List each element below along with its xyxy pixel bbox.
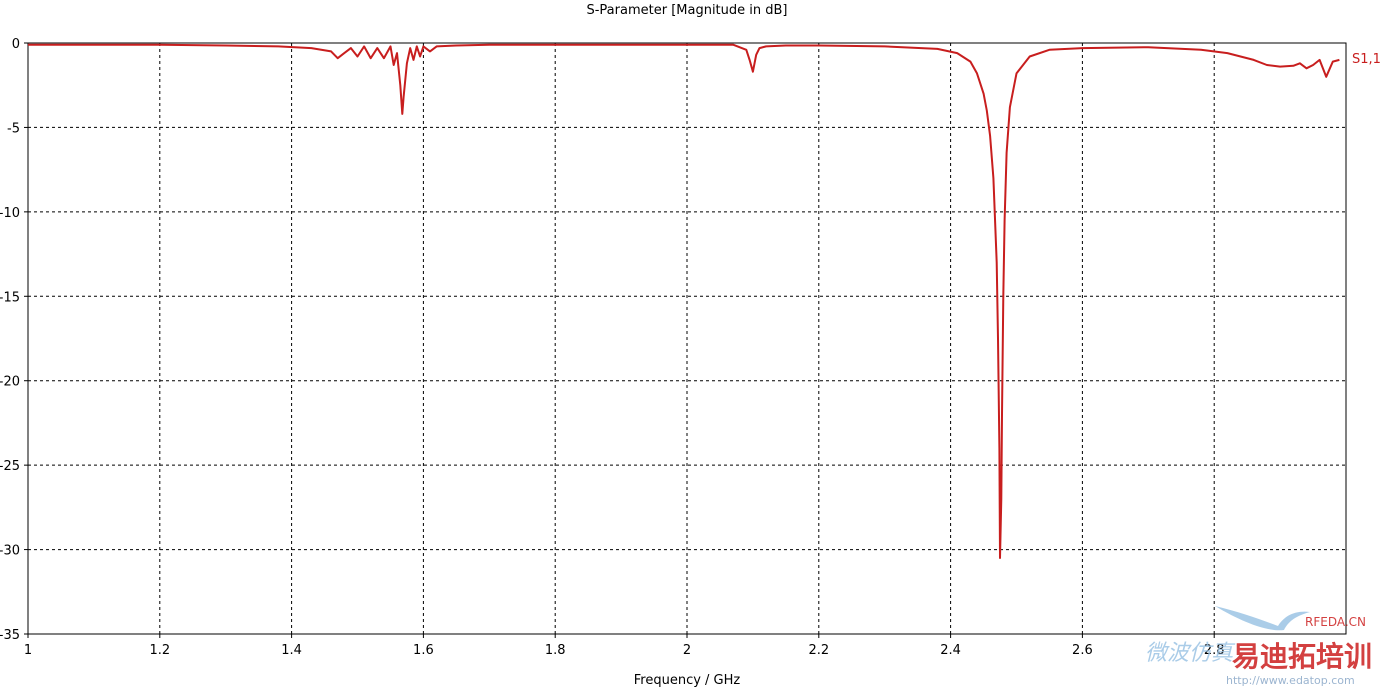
tick-marks xyxy=(24,42,1215,638)
grid-lines xyxy=(28,43,1346,634)
x-tick-label: 2.8 xyxy=(1204,643,1225,658)
x-tick-label: 1.6 xyxy=(413,643,434,658)
bird-logo-icon xyxy=(1215,606,1310,631)
watermark-url: http://www.edatop.com xyxy=(1226,674,1355,687)
x-axis-label: Frequency / GHz xyxy=(634,673,741,688)
watermark-main: 易迪拓培训 xyxy=(1232,640,1372,673)
x-tick-label: 1.4 xyxy=(281,643,302,658)
y-tick-label: -20 xyxy=(0,375,20,390)
watermark-brand: RFEDA.CN xyxy=(1305,615,1366,629)
legend-label: S1,1 xyxy=(1352,52,1381,67)
y-tick-label: 0 xyxy=(12,37,20,52)
x-tick-label: 2.6 xyxy=(1072,643,1093,658)
x-tick-labels: 1 1.2 1.4 1.6 1.8 2 2.2 2.4 2.6 2.8 xyxy=(24,643,1225,658)
y-tick-label: -25 xyxy=(0,459,20,474)
y-tick-label: -5 xyxy=(7,121,20,136)
y-tick-label: -10 xyxy=(0,206,20,221)
y-tick-label: -30 xyxy=(0,544,20,559)
watermark-script: 微波仿真 xyxy=(1145,641,1236,666)
x-tick-label: 1.8 xyxy=(545,643,566,658)
x-tick-label: 1.2 xyxy=(149,643,170,658)
chart-title: S-Parameter [Magnitude in dB] xyxy=(586,3,787,18)
x-tick-label: 2 xyxy=(683,643,691,658)
x-tick-label: 2.4 xyxy=(940,643,961,658)
y-tick-label: -35 xyxy=(0,628,20,643)
series-layer xyxy=(28,43,1340,559)
series-line-s11 xyxy=(28,43,1340,559)
y-tick-label: -15 xyxy=(0,290,20,305)
x-tick-label: 2.2 xyxy=(808,643,829,658)
watermark: RFEDA.CN 微波仿真 易迪拓培训 http://www.edatop.co… xyxy=(1145,606,1372,687)
x-tick-label: 1 xyxy=(24,643,32,658)
y-tick-labels: 0 -5 -10 -15 -20 -25 -30 -35 xyxy=(0,37,20,643)
